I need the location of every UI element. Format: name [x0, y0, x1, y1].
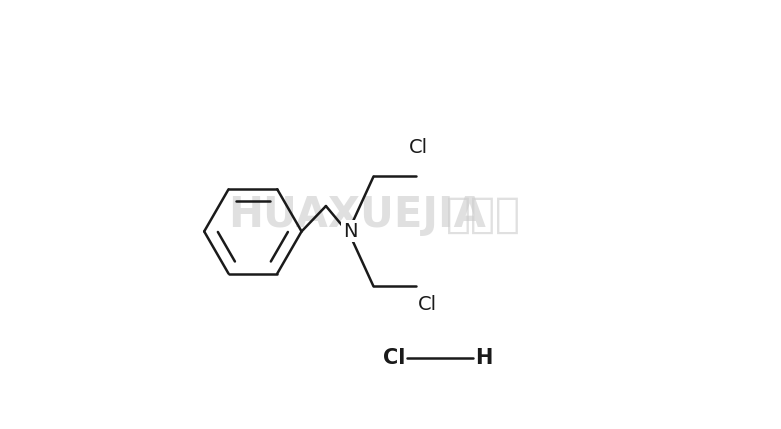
- Text: Cl: Cl: [418, 295, 437, 314]
- Text: HUAXUEJIA: HUAXUEJIA: [228, 193, 486, 236]
- Text: N: N: [343, 222, 358, 241]
- Text: H: H: [475, 348, 493, 369]
- Text: 化学加: 化学加: [446, 193, 521, 236]
- Text: Cl: Cl: [383, 348, 405, 369]
- Text: Cl: Cl: [408, 138, 427, 157]
